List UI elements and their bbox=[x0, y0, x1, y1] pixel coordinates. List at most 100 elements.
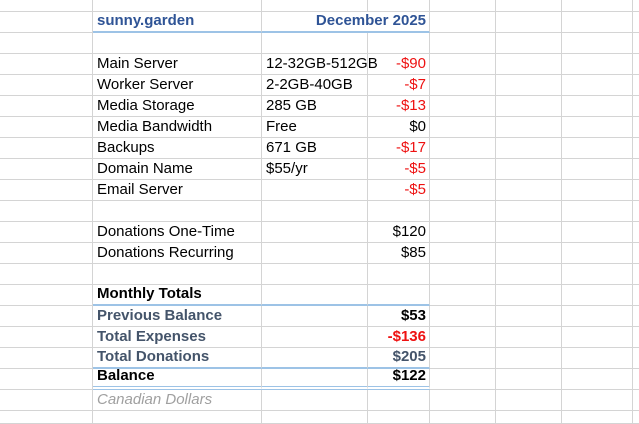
empty-cell[interactable] bbox=[0, 369, 93, 390]
expense-amount-cell[interactable]: -$7 bbox=[368, 75, 430, 96]
empty-cell[interactable] bbox=[496, 306, 562, 327]
empty-cell[interactable] bbox=[262, 306, 368, 327]
empty-cell[interactable] bbox=[0, 159, 93, 180]
empty-cell[interactable] bbox=[496, 285, 562, 306]
empty-cell[interactable] bbox=[430, 327, 496, 348]
expense-detail-cell[interactable]: $55/yr bbox=[262, 159, 368, 180]
empty-cell[interactable] bbox=[262, 327, 368, 348]
empty-cell[interactable] bbox=[0, 33, 93, 54]
empty-cell[interactable] bbox=[562, 327, 633, 348]
empty-cell[interactable] bbox=[562, 264, 633, 285]
total-label-cell[interactable]: Total Donations bbox=[93, 348, 262, 369]
donation-amount-cell[interactable]: $85 bbox=[368, 243, 430, 264]
empty-cell[interactable] bbox=[633, 264, 639, 285]
total-amount-cell[interactable]: -$136 bbox=[368, 327, 430, 348]
empty-cell[interactable] bbox=[633, 0, 639, 12]
empty-cell[interactable] bbox=[562, 306, 633, 327]
empty-cell[interactable] bbox=[633, 54, 639, 75]
empty-cell[interactable] bbox=[496, 369, 562, 390]
donation-amount-cell[interactable]: $120 bbox=[368, 222, 430, 243]
empty-cell[interactable] bbox=[496, 180, 562, 201]
expense-detail-cell[interactable]: Free bbox=[262, 117, 368, 138]
empty-cell[interactable] bbox=[496, 327, 562, 348]
empty-cell[interactable] bbox=[0, 327, 93, 348]
empty-cell[interactable] bbox=[633, 201, 639, 222]
empty-cell[interactable] bbox=[0, 0, 93, 12]
empty-cell[interactable] bbox=[496, 75, 562, 96]
empty-cell[interactable] bbox=[562, 96, 633, 117]
empty-cell[interactable] bbox=[430, 96, 496, 117]
empty-cell[interactable] bbox=[0, 12, 93, 33]
empty-cell[interactable] bbox=[496, 138, 562, 159]
total-amount-cell[interactable]: $122 bbox=[368, 368, 430, 390]
empty-cell[interactable] bbox=[633, 411, 639, 424]
empty-cell[interactable] bbox=[562, 180, 633, 201]
empty-cell[interactable] bbox=[0, 264, 93, 285]
empty-cell[interactable] bbox=[0, 243, 93, 264]
empty-cell[interactable] bbox=[633, 12, 639, 33]
empty-cell[interactable] bbox=[562, 285, 633, 306]
empty-cell[interactable] bbox=[633, 180, 639, 201]
empty-cell[interactable] bbox=[430, 0, 496, 12]
empty-cell[interactable] bbox=[633, 243, 639, 264]
empty-cell[interactable] bbox=[633, 327, 639, 348]
empty-cell[interactable] bbox=[633, 390, 639, 411]
empty-cell[interactable] bbox=[496, 201, 562, 222]
empty-cell[interactable] bbox=[0, 411, 93, 424]
expense-amount-cell[interactable]: -$5 bbox=[368, 159, 430, 180]
empty-cell[interactable] bbox=[262, 243, 368, 264]
empty-cell[interactable] bbox=[93, 264, 262, 285]
expense-label-cell[interactable]: Domain Name bbox=[93, 159, 262, 180]
empty-cell[interactable] bbox=[0, 117, 93, 138]
empty-cell[interactable] bbox=[496, 0, 562, 12]
empty-cell[interactable] bbox=[0, 75, 93, 96]
empty-cell[interactable] bbox=[430, 138, 496, 159]
empty-cell[interactable] bbox=[430, 369, 496, 390]
empty-cell[interactable] bbox=[633, 285, 639, 306]
footnote-cell[interactable]: Canadian Dollars bbox=[93, 390, 262, 411]
empty-cell[interactable] bbox=[496, 411, 562, 424]
empty-cell[interactable] bbox=[0, 390, 93, 411]
expense-amount-cell[interactable]: -$17 bbox=[368, 138, 430, 159]
empty-cell[interactable] bbox=[430, 264, 496, 285]
empty-cell[interactable] bbox=[562, 0, 633, 12]
empty-cell[interactable] bbox=[368, 33, 430, 54]
empty-cell[interactable] bbox=[633, 306, 639, 327]
sheet-title-cell[interactable]: sunny.garden bbox=[93, 12, 262, 33]
empty-cell[interactable] bbox=[562, 54, 633, 75]
empty-cell[interactable] bbox=[496, 33, 562, 54]
empty-cell[interactable] bbox=[496, 12, 562, 33]
empty-cell[interactable] bbox=[93, 0, 262, 12]
empty-cell[interactable] bbox=[0, 348, 93, 369]
empty-cell[interactable] bbox=[0, 285, 93, 306]
expense-label-cell[interactable]: Main Server bbox=[93, 54, 262, 75]
empty-cell[interactable] bbox=[368, 390, 430, 411]
empty-cell[interactable] bbox=[368, 264, 430, 285]
donation-label-cell[interactable]: Donations Recurring bbox=[93, 243, 262, 264]
empty-cell[interactable] bbox=[430, 222, 496, 243]
empty-cell[interactable] bbox=[562, 33, 633, 54]
empty-cell[interactable] bbox=[430, 411, 496, 424]
empty-cell[interactable] bbox=[562, 222, 633, 243]
empty-cell[interactable] bbox=[0, 306, 93, 327]
empty-cell[interactable] bbox=[93, 33, 262, 54]
empty-cell[interactable] bbox=[562, 117, 633, 138]
empty-cell[interactable] bbox=[0, 96, 93, 117]
expense-label-cell[interactable]: Worker Server bbox=[93, 75, 262, 96]
expense-detail-cell[interactable] bbox=[262, 180, 368, 201]
expense-amount-cell[interactable]: $0 bbox=[368, 117, 430, 138]
empty-cell[interactable] bbox=[562, 201, 633, 222]
empty-cell[interactable] bbox=[562, 159, 633, 180]
total-label-cell[interactable]: Balance bbox=[93, 368, 262, 390]
empty-cell[interactable] bbox=[633, 159, 639, 180]
empty-cell[interactable] bbox=[262, 264, 368, 285]
empty-cell[interactable] bbox=[496, 159, 562, 180]
empty-cell[interactable] bbox=[93, 411, 262, 424]
period-cell[interactable]: December 2025 bbox=[262, 12, 430, 33]
expense-label-cell[interactable]: Backups bbox=[93, 138, 262, 159]
expense-detail-cell[interactable]: 2-2GB-40GB bbox=[262, 75, 368, 96]
expense-detail-cell[interactable]: 671 GB bbox=[262, 138, 368, 159]
empty-cell[interactable] bbox=[496, 390, 562, 411]
empty-cell[interactable] bbox=[368, 411, 430, 424]
donation-label-cell[interactable]: Donations One-Time bbox=[93, 222, 262, 243]
